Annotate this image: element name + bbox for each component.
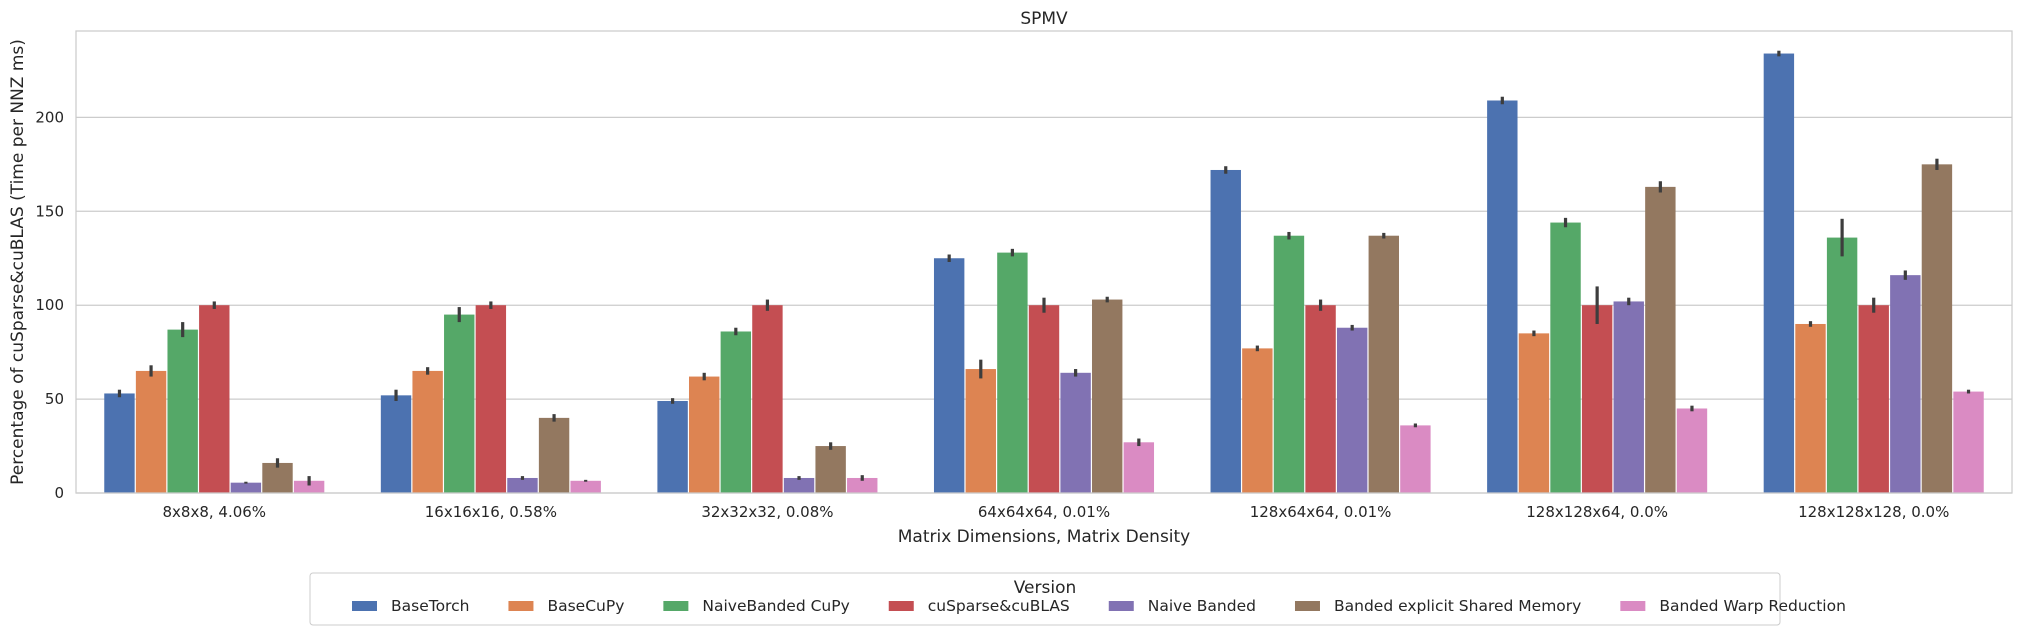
bar — [1368, 235, 1399, 493]
bar — [1123, 442, 1155, 493]
bar — [1645, 186, 1676, 493]
bar — [1581, 305, 1613, 493]
bar — [570, 480, 601, 493]
legend-label: NaiveBanded CuPy — [702, 597, 849, 615]
bar — [230, 482, 262, 493]
legend-title: Version — [1014, 578, 1077, 598]
bar — [475, 305, 507, 493]
y-tick-label: 150 — [35, 202, 64, 220]
legend-label: Banded Warp Reduction — [1659, 597, 1846, 615]
bar — [1890, 275, 1921, 493]
bar — [1550, 222, 1581, 493]
bar — [293, 480, 325, 493]
legend-swatch — [888, 601, 914, 611]
x-tick-label: 8x8x8, 4.06% — [162, 503, 266, 521]
legend-label: BaseTorch — [391, 597, 469, 615]
bar — [104, 393, 135, 493]
bar — [507, 477, 538, 493]
bar — [444, 314, 475, 493]
bar — [997, 252, 1028, 493]
bar — [815, 446, 846, 493]
bar — [933, 258, 965, 493]
bar — [199, 305, 230, 493]
legend-swatch — [1108, 601, 1134, 611]
plot-frame — [75, 30, 2013, 494]
bar — [538, 417, 570, 493]
y-tick-label: 50 — [45, 390, 64, 408]
bar — [1613, 301, 1644, 493]
bars — [104, 53, 1984, 494]
y-tick-label: 100 — [35, 296, 64, 314]
y-tick-labels: 0 50 100 150 200 — [35, 108, 64, 502]
bar — [1487, 100, 1518, 494]
bar — [1400, 425, 1431, 493]
legend-swatch — [508, 601, 534, 611]
x-tick-label: 16x16x16, 0.58% — [425, 503, 557, 521]
legend-label: Naive Banded — [1148, 597, 1256, 615]
bar — [1518, 333, 1550, 493]
legend-swatch — [1620, 601, 1646, 611]
bar — [1060, 372, 1091, 493]
chart-title: SPMV — [1020, 9, 1068, 29]
bar — [167, 329, 198, 493]
bar — [262, 462, 293, 493]
bar — [689, 376, 720, 493]
legend-box — [309, 572, 1781, 626]
x-tick-label: 128x64x64, 0.01% — [1250, 503, 1392, 521]
legend-label: Banded explicit Shared Memory — [1334, 597, 1581, 615]
bar — [1092, 299, 1123, 493]
bar — [657, 400, 688, 493]
y-axis-label: Percentage of cuSparse&cuBLAS (Time per … — [8, 39, 28, 485]
bar — [1210, 169, 1241, 493]
x-tick-label: 128x128x128, 0.0% — [1798, 503, 1949, 521]
bar — [1953, 391, 1984, 493]
error-bars — [117, 50, 1971, 486]
bar — [1028, 305, 1060, 493]
bar — [720, 331, 752, 493]
bar — [1305, 305, 1336, 493]
x-axis-label: Matrix Dimensions, Matrix Density — [898, 527, 1191, 547]
bar — [380, 395, 412, 493]
bar — [965, 369, 996, 493]
bar — [1858, 305, 1889, 493]
x-tick-label: 128x128x64, 0.0% — [1526, 503, 1668, 521]
legend: Version BaseTorch BaseCuPy NaiveBanded CuP… — [309, 572, 1846, 626]
y-tick-label: 200 — [35, 108, 64, 126]
bar — [1676, 408, 1708, 493]
bar — [412, 370, 443, 493]
bar — [1273, 235, 1305, 493]
bar — [752, 305, 783, 493]
bar — [847, 477, 878, 493]
bar — [1921, 164, 1953, 493]
legend-swatch — [663, 601, 689, 611]
bar — [1795, 323, 1826, 493]
x-tick-label: 64x64x64, 0.01% — [978, 503, 1110, 521]
bar — [1336, 327, 1368, 493]
y-tick-label: 0 — [54, 484, 64, 502]
legend-label: BaseCuPy — [547, 597, 624, 615]
bar — [783, 477, 815, 493]
bar — [1763, 53, 1795, 493]
legend-label: cuSparse&cuBLAS — [928, 597, 1070, 615]
legend-items: BaseTorch BaseCuPy NaiveBanded CuPy cuSpars… — [352, 597, 1846, 615]
legend-swatch — [1294, 601, 1320, 611]
bar — [1826, 237, 1858, 493]
legend-swatch — [352, 601, 377, 611]
x-tick-labels: 8x8x8, 4.06% 16x16x16, 0.58% 32x32x32, 0.0… — [162, 503, 1949, 521]
bar — [135, 370, 167, 493]
x-tick-label: 32x32x32, 0.08% — [701, 503, 833, 521]
bar — [1242, 348, 1273, 493]
